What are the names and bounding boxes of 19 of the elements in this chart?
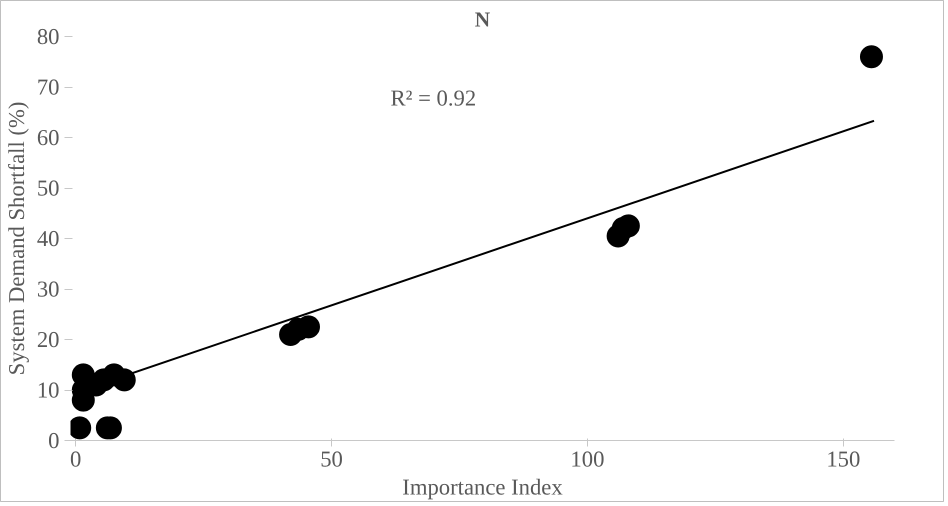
annotation: R² = 0.92 (390, 86, 476, 110)
chart-title: N (474, 8, 491, 32)
y-tick-label: 40 (36, 226, 60, 251)
point (860, 45, 883, 68)
x-axis-title: Importance Index (402, 474, 564, 500)
y-tick-label: 10 (36, 378, 60, 402)
x-tick-label: 150 (826, 446, 860, 472)
y-tick-label: 70 (36, 74, 60, 100)
point (112, 368, 136, 392)
y-tick-label: 50 (36, 176, 60, 200)
y-tick-label: 60 (36, 125, 60, 150)
x-tick-label: 100 (570, 446, 604, 472)
y-tick-label: 30 (36, 276, 60, 302)
x-tick-label: 0 (70, 446, 82, 472)
y-tick-label: 0 (48, 428, 60, 453)
y-tick-label: 20 (36, 327, 60, 352)
x-tick-label: 50 (320, 446, 343, 472)
y-axis-title: System Demand Shortfall (%) (4, 102, 29, 376)
y-tick-label: 80 (36, 24, 60, 49)
